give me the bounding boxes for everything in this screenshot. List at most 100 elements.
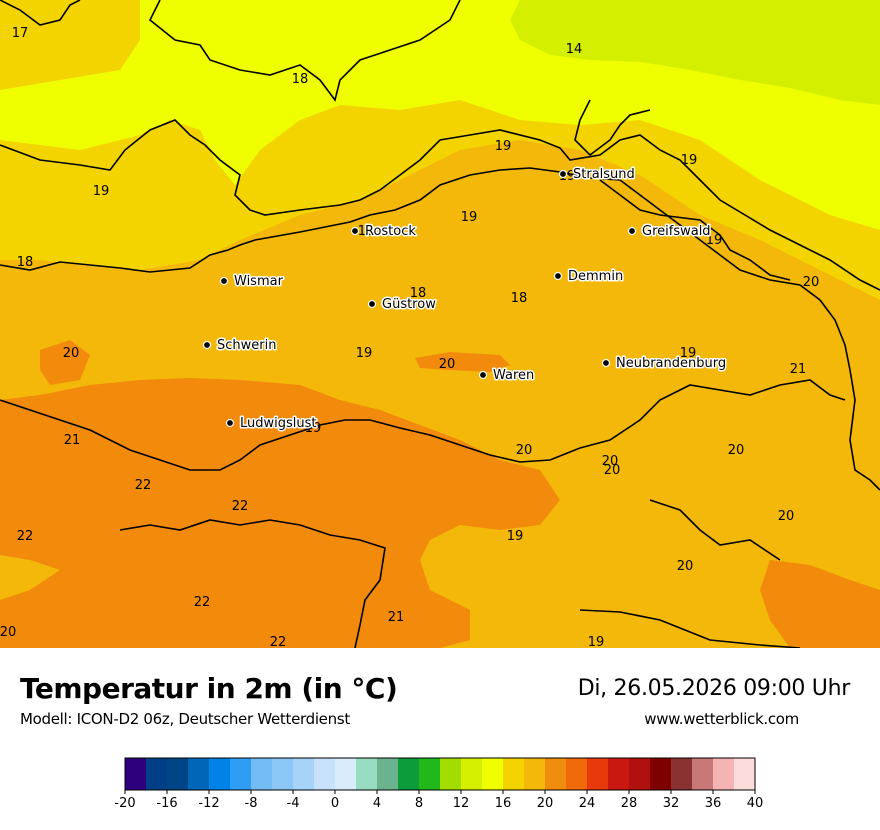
legend-frame	[124, 757, 756, 791]
isotherm-label: 20	[439, 357, 456, 372]
website-link[interactable]: www.wetterblick.com	[644, 710, 799, 728]
isotherm-label: 20	[728, 443, 745, 458]
legend-tick-labels: -20 -16 -12 -8 -4 0 4 8 12 16 20 24 28 32 36 40	[114, 790, 763, 811]
city-dot	[478, 370, 488, 380]
area-22-degrees-southwest	[0, 378, 560, 648]
forecast-datetime: Di, 26.05.2026 09:00 Uhr	[577, 676, 851, 701]
legend-tick-label: -20	[114, 796, 135, 811]
legend-swatch	[440, 758, 462, 790]
legend-swatch	[293, 758, 315, 790]
isotherm-label: 19	[305, 421, 322, 436]
city-label: Stralsund	[573, 167, 635, 182]
legend-swatch	[734, 758, 756, 790]
isotherm-label: 20	[677, 559, 694, 574]
legend-tick-label: 20	[537, 796, 554, 811]
city-label: Demmin	[568, 269, 623, 284]
legend-tick-label: 24	[579, 796, 596, 811]
isotherm-label: 22	[17, 529, 34, 544]
legend-swatch	[608, 758, 630, 790]
isotherm-label: 14	[566, 42, 583, 57]
legend-swatch	[482, 758, 504, 790]
isotherm-label: 19	[680, 346, 697, 361]
isotherm-label: 20	[602, 454, 619, 469]
legend-swatch	[503, 758, 525, 790]
city-label: Waren	[493, 368, 534, 383]
isotherm-label: 21	[388, 610, 405, 625]
city-dot	[558, 169, 568, 179]
isotherm-label: 20	[63, 346, 80, 361]
area-22-degrees-southeast	[760, 560, 880, 648]
legend-swatch	[356, 758, 378, 790]
isotherm-label: 19	[356, 346, 373, 361]
legend-swatch	[398, 758, 420, 790]
city-dot	[367, 299, 377, 309]
city-dot	[350, 226, 360, 236]
isotherm-label: 22	[135, 478, 152, 493]
isotherm-label: 22	[270, 635, 287, 648]
city-dot	[219, 276, 229, 286]
isotherm-label: 18	[292, 72, 309, 87]
isotherm-label: 22	[232, 499, 249, 514]
isotherm-label: 21	[64, 433, 81, 448]
isotherm-label: 19	[461, 210, 478, 225]
legend-tick-label: 12	[453, 796, 470, 811]
legend-swatch	[461, 758, 483, 790]
city-markers: Stralsund Rostock Greifswald Wismar Demmin Gü…	[202, 166, 728, 433]
city-label: Wismar	[234, 274, 284, 289]
legend-tick-label: 32	[663, 796, 680, 811]
temperature-map: 17 14 18 19 19 19 19 18 19 18 19 18 18 20 20 19 20 19 21 19…	[0, 0, 880, 648]
city-label: Ludwigslust	[240, 416, 317, 431]
isotherm-label: 20	[516, 443, 533, 458]
legend-swatch	[272, 758, 294, 790]
legend-swatch	[650, 758, 672, 790]
coastline-borders	[0, 0, 880, 648]
legend-swatch	[377, 758, 399, 790]
isotherm-label: 19	[681, 153, 698, 168]
city-label: Schwerin	[217, 338, 276, 353]
city-dot	[225, 418, 235, 428]
legend-swatch	[587, 758, 609, 790]
area-22-degrees-waren-spot	[415, 352, 510, 372]
isotherm-label: 21	[790, 362, 807, 377]
isotherm-label: 18	[358, 224, 375, 239]
legend-swatch	[419, 758, 441, 790]
model-source-line: Modell: ICON-D2 06z, Deutscher Wetterdie…	[20, 710, 350, 728]
isotherm-label: 18	[511, 291, 528, 306]
legend-tick-label: -16	[156, 796, 177, 811]
city-label: Rostock	[365, 224, 416, 239]
city-label: Güstrow	[382, 297, 436, 312]
legend-swatch	[545, 758, 567, 790]
legend-swatch	[524, 758, 546, 790]
legend-tick-label: 0	[331, 796, 339, 811]
legend-swatch	[188, 758, 210, 790]
isotherm-label: 20	[0, 625, 16, 640]
isotherm-label: 19	[706, 233, 723, 248]
legend-swatch	[251, 758, 273, 790]
isotherm-label: 18	[17, 255, 34, 270]
isotherm-label: 19	[495, 139, 512, 154]
legend-swatch	[167, 758, 189, 790]
legend-swatch	[230, 758, 252, 790]
legend-swatch	[629, 758, 651, 790]
city-dot	[553, 271, 563, 281]
legend-tick-label: 16	[495, 796, 512, 811]
legend-tick-label: 36	[705, 796, 722, 811]
isotherm-label: 22	[194, 595, 211, 610]
isotherm-label: 19	[93, 184, 110, 199]
isotherm-label: 19	[588, 635, 605, 648]
legend-tick-label: 28	[621, 796, 638, 811]
legend-swatch	[314, 758, 336, 790]
legend-swatches	[124, 757, 756, 791]
isotherm-label: 19	[507, 529, 524, 544]
isotherm-label: 20	[778, 509, 795, 524]
legend-tick-label: 4	[373, 796, 381, 811]
temperature-color-legend: -20 -16 -12 -8 -4 0 4 8 12 16 20 24 28 32 36 40	[114, 757, 763, 811]
legend-swatch	[671, 758, 693, 790]
legend-swatch	[566, 758, 588, 790]
legend-swatch	[125, 758, 147, 790]
footer-panel: Temperatur in 2m (in °C) Modell: ICON-D2…	[0, 648, 880, 830]
legend-swatch	[692, 758, 714, 790]
area-22-degrees-west-spot	[40, 340, 90, 385]
isotherm-label: 17	[12, 26, 29, 41]
